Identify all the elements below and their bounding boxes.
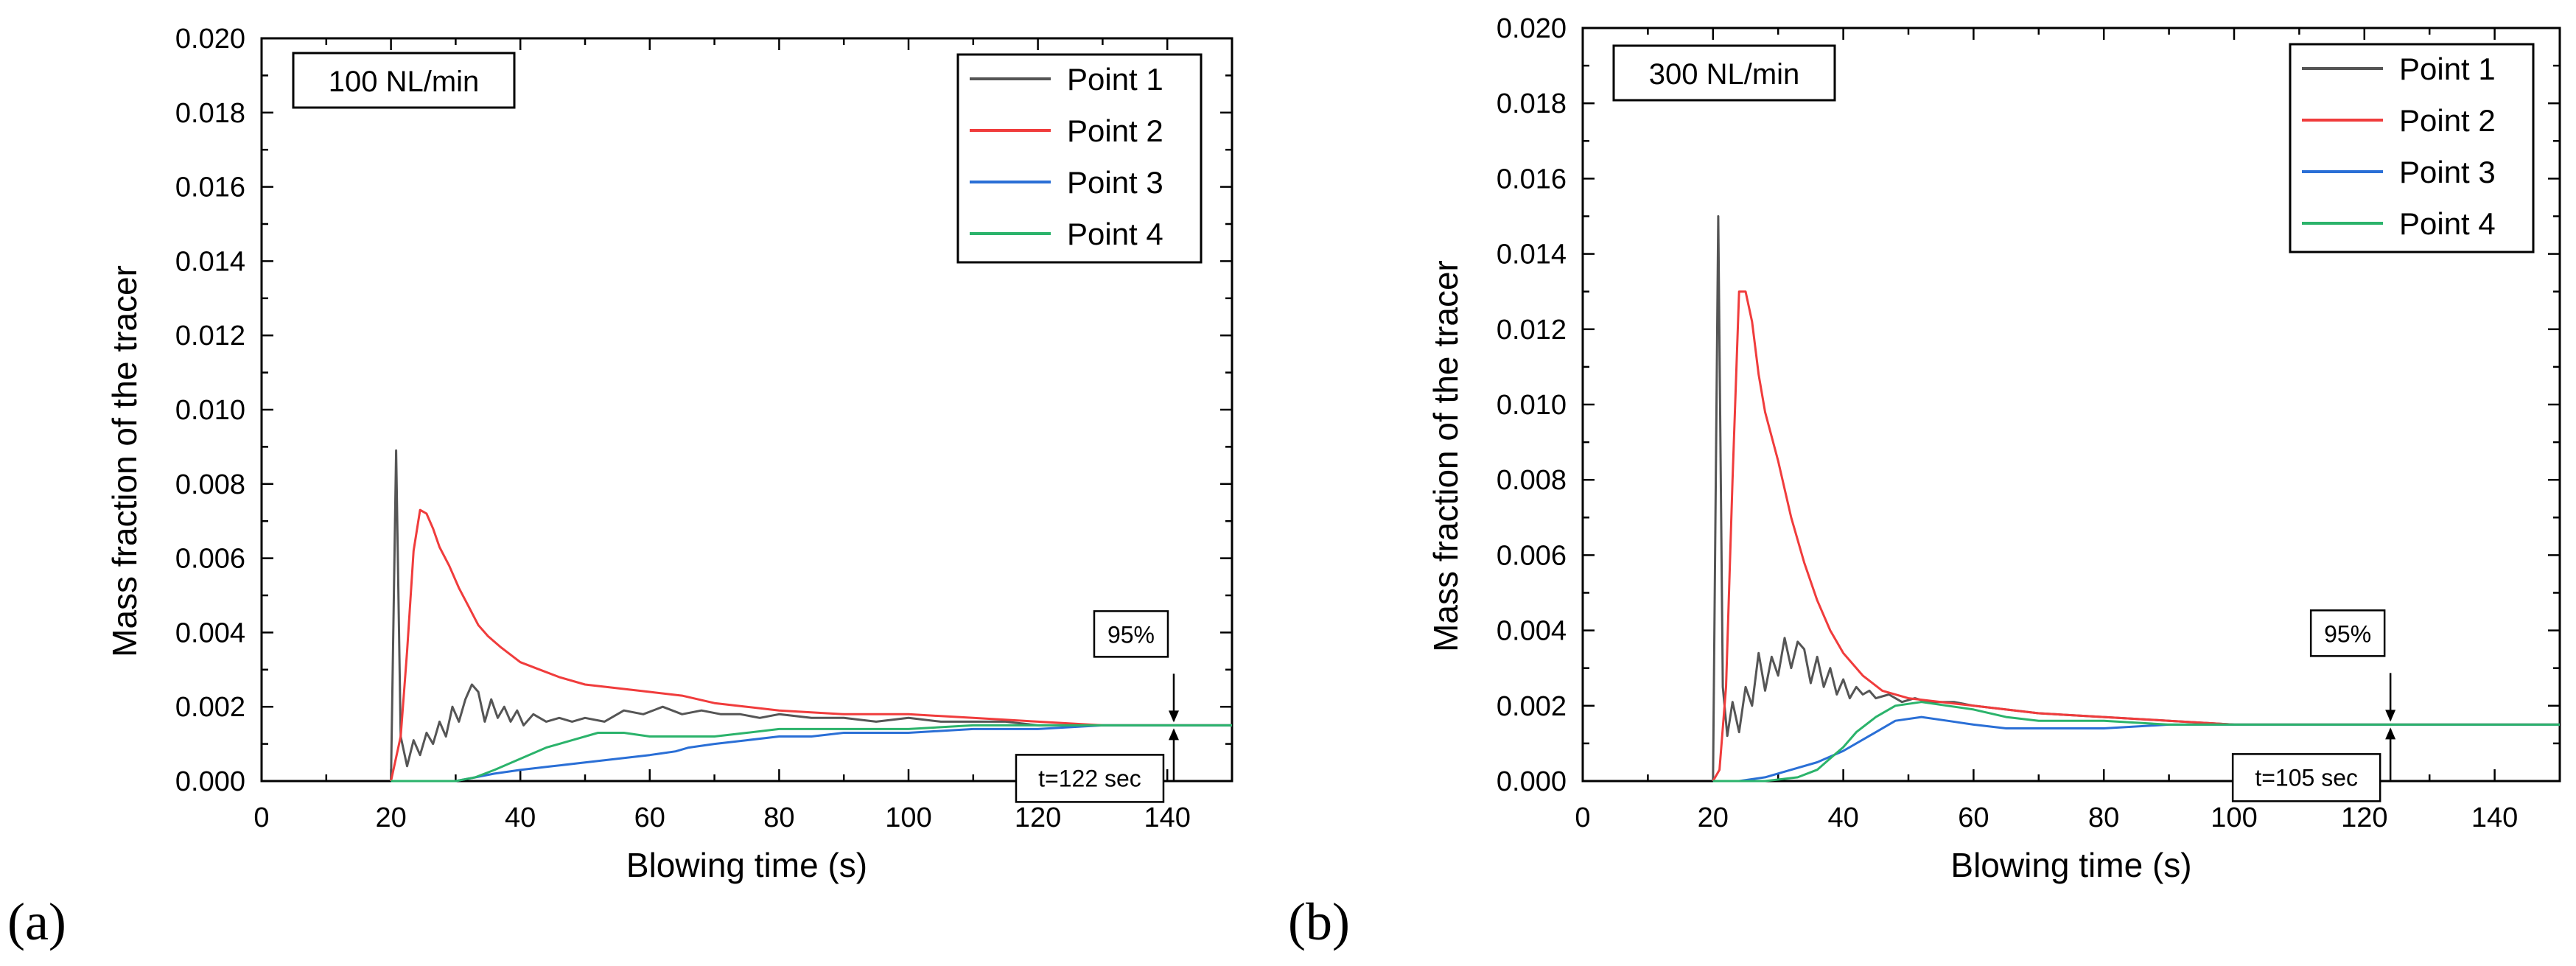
series-line-point-2 [390,508,1232,782]
x-tick-label: 60 [1958,802,1989,833]
chart-panel-b: 0 20 40 60 80 100 120 140 0.000 0.002 0.004 0.006 0.… [1427,13,2561,884]
time-label: t=122 sec [1038,765,1141,791]
legend-label-point-2: Point 2 [1067,113,1163,148]
legend-box [956,53,1203,264]
x-tick-label: 120 [1015,802,1061,833]
flow-rate-box [292,52,516,109]
time-label: t=105 sec [2255,764,2358,791]
flow-rate-label: 100 NL/min [329,66,480,98]
x-tick-label: 60 [634,802,665,833]
y-axis-title: Mass fraction of the tracer [1427,260,1465,652]
y-tick-label: 0.008 [1497,465,1567,496]
y-axis-title: Mass fraction of the tracer [105,265,144,657]
percent-box [2309,609,2386,657]
y-tick-label: 0.004 [1497,616,1567,647]
x-tick-label: 100 [2211,802,2257,833]
series-line-point-2 [1712,290,2560,782]
x-tick-label: 100 [885,802,931,833]
x-tick-label: 80 [2088,802,2119,833]
y-tick-label: 0.014 [175,246,245,277]
annotation-arrowhead-down [2385,710,2396,722]
y-tick-label: 0.006 [1497,540,1567,571]
x-tick-label: 40 [1827,802,1858,833]
flow-rate-label: 300 NL/min [1649,58,1800,91]
series-line-point-1 [1712,215,2560,782]
y-tick-label: 0.000 [1497,766,1567,797]
chart-panel-a: 0 20 40 60 80 100 120 140 0.000 0.002 0.004 0.006 0.… [105,24,1233,884]
annotation-arrowhead-up [1168,728,1179,741]
annotation-arrowhead-down [1168,710,1179,723]
percent-label: 95% [2324,620,2371,647]
legend-label-point-4: Point 4 [2399,206,2496,241]
y-tick-label: 0.016 [1497,164,1567,195]
x-tick-label: 80 [763,802,794,833]
x-tick-label: 0 [253,802,269,833]
legend-label-point-1: Point 1 [2399,52,2496,86]
legend-label-point-3: Point 3 [1067,165,1163,200]
flow-rate-box [1612,44,1836,102]
y-tick-label: 0.018 [175,98,245,129]
percent-box [1093,610,1169,658]
x-tick-label: 120 [2341,802,2387,833]
y-tick-label: 0.006 [175,544,245,575]
series-line-point-4 [1712,701,2560,783]
percent-label: 95% [1107,621,1155,648]
y-tick-label: 0.020 [175,24,245,55]
y-tick-label: 0.002 [175,692,245,723]
series-line-point-3 [391,724,1232,783]
y-tick-label: 0.002 [1497,691,1567,722]
x-axis-title: Blowing time (s) [626,846,867,884]
time-box [2231,753,2381,802]
x-tick-label: 20 [1698,802,1729,833]
panel-label-a: (a) [7,892,66,951]
y-tick-label: 0.004 [175,617,245,648]
x-tick-label: 140 [2471,802,2518,833]
legend-label-point-1: Point 1 [1067,62,1163,97]
y-tick-label: 0.010 [175,395,245,426]
series-line-point-1 [390,449,1232,782]
x-tick-label: 20 [375,802,406,833]
y-tick-label: 0.000 [175,766,245,797]
x-tick-label: 40 [505,802,536,833]
y-tick-label: 0.008 [175,469,245,500]
y-tick-label: 0.010 [1497,390,1567,421]
x-tick-label: 140 [1144,802,1190,833]
x-tick-label: 0 [1575,802,1590,833]
time-box [1015,754,1165,803]
annotation-arrowhead-up [2385,727,2396,740]
legend-label-point-2: Point 2 [2399,103,2496,138]
legend-label-point-3: Point 3 [2399,155,2496,189]
y-tick-label: 0.012 [1497,315,1567,346]
y-tick-label: 0.020 [1497,13,1567,44]
y-tick-label: 0.018 [1497,88,1567,119]
legend-box [2289,43,2535,253]
series-line-point-4 [391,724,1232,783]
x-axis-title: Blowing time (s) [1950,846,2191,884]
y-tick-label: 0.014 [1497,239,1567,270]
panel-label-b: (b) [1288,892,1350,951]
legend-label-point-4: Point 4 [1067,217,1163,251]
y-tick-label: 0.012 [175,321,245,351]
y-tick-label: 0.016 [175,172,245,203]
